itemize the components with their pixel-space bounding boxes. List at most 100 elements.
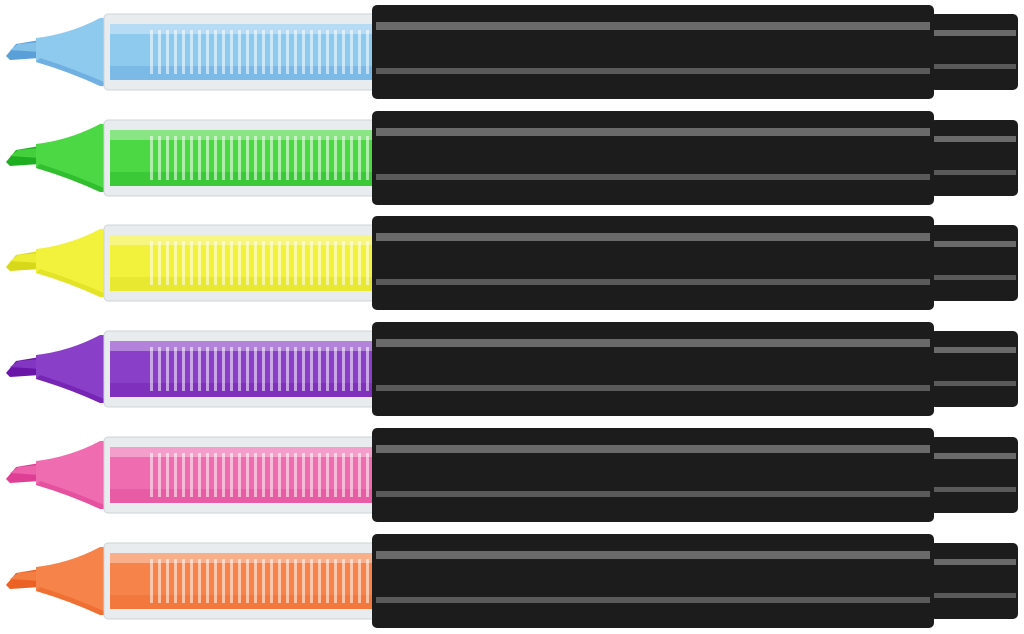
- cap-stripe-bottom: [934, 593, 1016, 598]
- barrel-rib: [174, 30, 177, 74]
- barrel-rib: [326, 453, 329, 497]
- barrel-rib: [254, 30, 257, 74]
- body-stripe-bottom: [376, 491, 930, 497]
- barrel-rib: [198, 559, 201, 603]
- barrel-rib: [294, 136, 297, 180]
- barrel-rib: [366, 30, 369, 74]
- barrel-rib: [174, 136, 177, 180]
- barrel-rib: [182, 136, 185, 180]
- barrel-rib: [198, 347, 201, 391]
- barrel-rib: [318, 559, 321, 603]
- pen-body: [372, 322, 934, 416]
- barrel-rib: [318, 30, 321, 74]
- barrel-rib: [318, 347, 321, 391]
- pen-cap: [930, 14, 1018, 90]
- barrel-rib: [150, 241, 153, 285]
- cap-stripe-bottom: [934, 170, 1016, 175]
- barrel-rib: [286, 453, 289, 497]
- pen-body: [372, 5, 934, 99]
- barrel-rib: [302, 30, 305, 74]
- barrel-rib: [150, 453, 153, 497]
- barrel-rib: [230, 347, 233, 391]
- barrel-rib: [318, 453, 321, 497]
- barrel-rib: [254, 347, 257, 391]
- barrel-rib: [182, 30, 185, 74]
- ink-shine: [110, 235, 374, 245]
- barrel-rib: [190, 30, 193, 74]
- barrel-rib: [150, 347, 153, 391]
- barrel-rib: [222, 136, 225, 180]
- ink-shine: [110, 447, 374, 457]
- ink-reservoir: [110, 235, 374, 291]
- nib-highlight: [10, 42, 40, 52]
- body-stripe-bottom: [376, 279, 930, 285]
- barrel-rib: [262, 559, 265, 603]
- barrel-rib: [326, 559, 329, 603]
- barrel-rib: [270, 559, 273, 603]
- barrel-rib: [270, 347, 273, 391]
- cap-stripe-bottom: [934, 487, 1016, 492]
- nib-highlight: [10, 465, 40, 475]
- barrel-rib: [294, 241, 297, 285]
- barrel-rib: [174, 453, 177, 497]
- barrel-rib: [302, 559, 305, 603]
- barrel-rib: [262, 30, 265, 74]
- barrel-rib: [166, 30, 169, 74]
- barrel-rib: [206, 559, 209, 603]
- body-stripe-bottom: [376, 597, 930, 603]
- barrel-rib: [166, 241, 169, 285]
- tip-shadow: [36, 58, 108, 86]
- barrel-rib: [246, 453, 249, 497]
- barrel-rib: [158, 241, 161, 285]
- nib-highlight: [10, 253, 40, 263]
- barrel-rib: [278, 136, 281, 180]
- barrel-rib: [286, 559, 289, 603]
- barrel-rib: [334, 30, 337, 74]
- barrel-rib: [358, 453, 361, 497]
- barrel-rib: [214, 241, 217, 285]
- nib-highlight: [10, 148, 40, 158]
- pen-cap: [930, 331, 1018, 407]
- barrel-rib: [206, 30, 209, 74]
- barrel-rib: [278, 453, 281, 497]
- barrel-rib: [182, 347, 185, 391]
- tip-cone: [36, 441, 108, 509]
- highlighter-yellow: [6, 216, 1018, 310]
- highlighter-purple: [6, 322, 1018, 416]
- barrel-rib: [238, 241, 241, 285]
- barrel-rib: [222, 453, 225, 497]
- barrel-rib: [286, 136, 289, 180]
- cap-stripe-top: [934, 347, 1016, 353]
- barrel-rib: [286, 347, 289, 391]
- barrel-rib: [262, 453, 265, 497]
- tip-cone: [36, 335, 108, 403]
- pen-cap: [930, 225, 1018, 301]
- ink-shine: [110, 341, 374, 351]
- barrel-rib: [342, 30, 345, 74]
- body-stripe-top: [376, 233, 930, 241]
- barrel-rib: [222, 30, 225, 74]
- barrel-rib: [206, 453, 209, 497]
- barrel-rib: [230, 453, 233, 497]
- barrel-rib: [246, 136, 249, 180]
- pen-cap: [930, 543, 1018, 619]
- barrel-rib: [294, 347, 297, 391]
- barrel-rib: [206, 136, 209, 180]
- barrel-rib: [150, 136, 153, 180]
- barrel-rib: [198, 136, 201, 180]
- barrel-rib: [350, 30, 353, 74]
- barrel-rib: [238, 30, 241, 74]
- barrel-rib: [350, 241, 353, 285]
- barrel-rib: [302, 453, 305, 497]
- barrel-rib: [158, 136, 161, 180]
- cap-stripe-bottom: [934, 275, 1016, 280]
- barrel-rib: [366, 347, 369, 391]
- barrel-rib: [222, 347, 225, 391]
- body-stripe-bottom: [376, 174, 930, 180]
- barrel-rib: [326, 136, 329, 180]
- barrel-rib: [262, 241, 265, 285]
- barrel-rib: [334, 347, 337, 391]
- barrel-rib: [246, 559, 249, 603]
- barrel-rib: [198, 30, 201, 74]
- barrel-rib: [174, 241, 177, 285]
